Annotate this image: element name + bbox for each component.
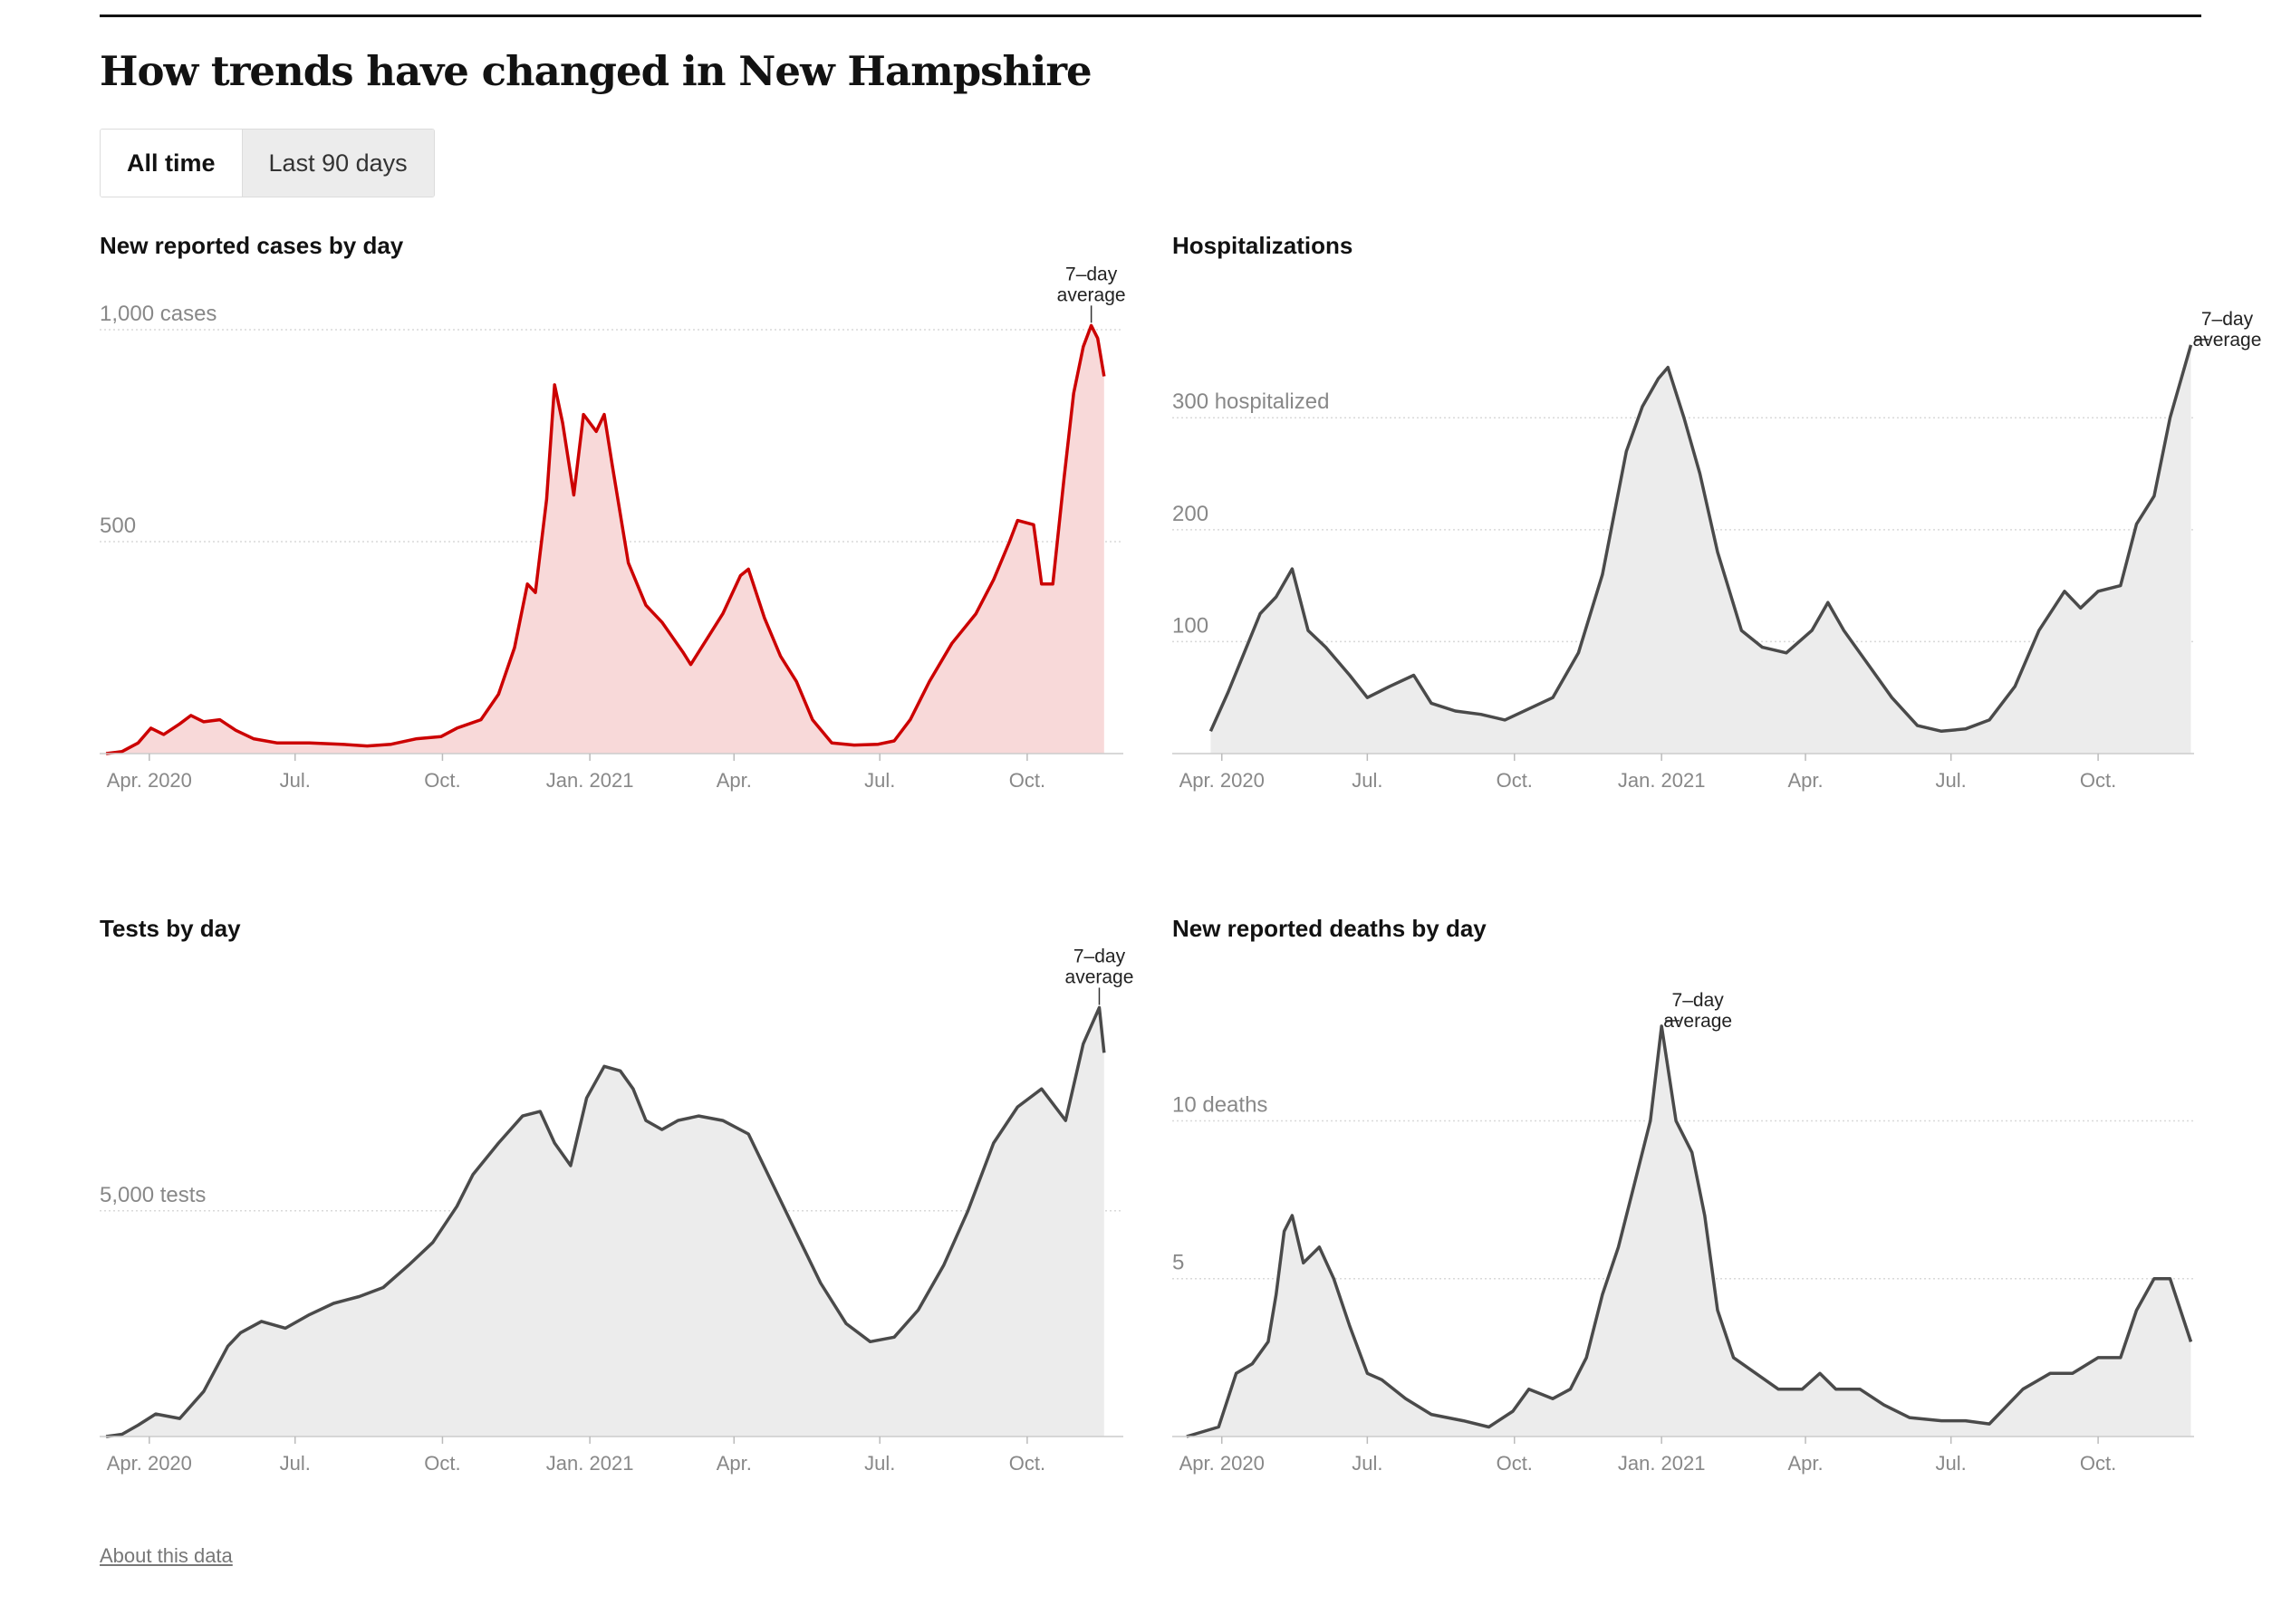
series-area — [106, 1007, 1104, 1437]
page-title: How trends have changed in New Hampshire — [100, 47, 1093, 95]
y-tick-label: 5,000 tests — [100, 1183, 206, 1207]
x-tick-label: Oct. — [1009, 769, 1045, 792]
y-tick-label: 1,000 cases — [100, 302, 217, 326]
x-tick-label: Jul. — [1352, 769, 1382, 792]
annotation-label: 7–day — [1065, 264, 1118, 284]
y-tick-label: 5 — [1172, 1251, 1184, 1275]
x-tick-label: Oct. — [424, 769, 460, 792]
x-tick-label: Apr. — [717, 1452, 752, 1475]
x-tick-label: Oct. — [424, 1452, 460, 1475]
cases-chart-title: New reported cases by day — [100, 232, 404, 259]
hospitalizations-chart-title: Hospitalizations — [1172, 232, 1353, 259]
x-tick-label: Jul. — [1352, 1452, 1382, 1475]
deaths-chart: 5 10 deaths Apr. 2020 Jul. Oct. Jan. 2021 Apr.… — [1172, 990, 2194, 1475]
x-tick-label: Oct. — [1497, 769, 1533, 792]
annotation-label: 7–day — [1672, 990, 1725, 1011]
x-tick-label: Jul. — [864, 769, 895, 792]
series-area — [106, 325, 1104, 754]
x-tick-label: Oct. — [1009, 1452, 1045, 1475]
about-this-data-link[interactable]: About this data — [100, 1544, 233, 1567]
x-tick-label: Jul. — [1936, 769, 1967, 792]
x-tick-label: Apr. — [1787, 1452, 1823, 1475]
x-tick-label: Oct. — [2080, 769, 2116, 792]
tests-chart-title: Tests by day — [100, 915, 241, 942]
deaths-chart-title: New reported deaths by day — [1172, 915, 1487, 942]
x-tick-label: Apr. 2020 — [107, 1452, 192, 1475]
y-tick-label: 200 — [1172, 502, 1208, 526]
x-tick-label: Apr. 2020 — [107, 769, 192, 792]
x-tick-label: Jan. 2021 — [546, 1452, 634, 1475]
x-tick-label: Jan. 2021 — [1618, 769, 1706, 792]
series-area — [1186, 1025, 2191, 1437]
x-tick-label: Jul. — [280, 769, 311, 792]
annotation-label: 7–day — [2201, 309, 2254, 330]
tests-chart: 5,000 tests Apr. 2020 Jul. Oct. Jan. 2021 Apr… — [100, 946, 1133, 1475]
x-tick-label: Apr. 2020 — [1179, 769, 1265, 792]
time-range-toggle: All time Last 90 days — [100, 129, 435, 197]
y-tick-label: 100 — [1172, 613, 1208, 638]
x-tick-label: Jan. 2021 — [1618, 1452, 1706, 1475]
last-90-days-button[interactable]: Last 90 days — [241, 130, 434, 197]
x-tick-label: Jul. — [1936, 1452, 1967, 1475]
y-tick-label: 10 deaths — [1172, 1092, 1267, 1117]
x-tick-label: Oct. — [2080, 1452, 2116, 1475]
x-tick-label: Apr. — [1787, 769, 1823, 792]
y-tick-label: 500 — [100, 514, 136, 538]
series-line — [105, 1005, 1106, 1438]
annotation-label: average — [2193, 330, 2262, 351]
annotation-label: 7–day — [1073, 946, 1126, 966]
all-time-button[interactable]: All time — [101, 130, 242, 197]
x-tick-label: Oct. — [1497, 1452, 1533, 1475]
annotation-label: average — [1663, 1011, 1732, 1032]
x-tick-label: Jul. — [280, 1452, 311, 1475]
annotation-label: average — [1057, 284, 1126, 305]
x-tick-label: Jul. — [864, 1452, 895, 1475]
y-tick-label: 300 hospitalized — [1172, 389, 1329, 414]
hospitalizations-chart: 100 200 300 hospitalized Apr. 2020 Jul. Oct. J… — [1172, 309, 2261, 792]
series-area — [1210, 344, 2191, 754]
x-tick-label: Apr. 2020 — [1179, 1452, 1265, 1475]
series-line — [1208, 344, 2193, 734]
cases-chart: 500 1,000 cases Apr. 2020 Jul. Oct. Jan. 2021… — [100, 264, 1126, 792]
x-tick-label: Jan. 2021 — [546, 769, 634, 792]
x-tick-label: Apr. — [717, 769, 752, 792]
series-line — [105, 323, 1106, 755]
top-rule — [100, 14, 2201, 17]
series-line — [1186, 1024, 2193, 1438]
annotation-label: average — [1065, 966, 1134, 987]
